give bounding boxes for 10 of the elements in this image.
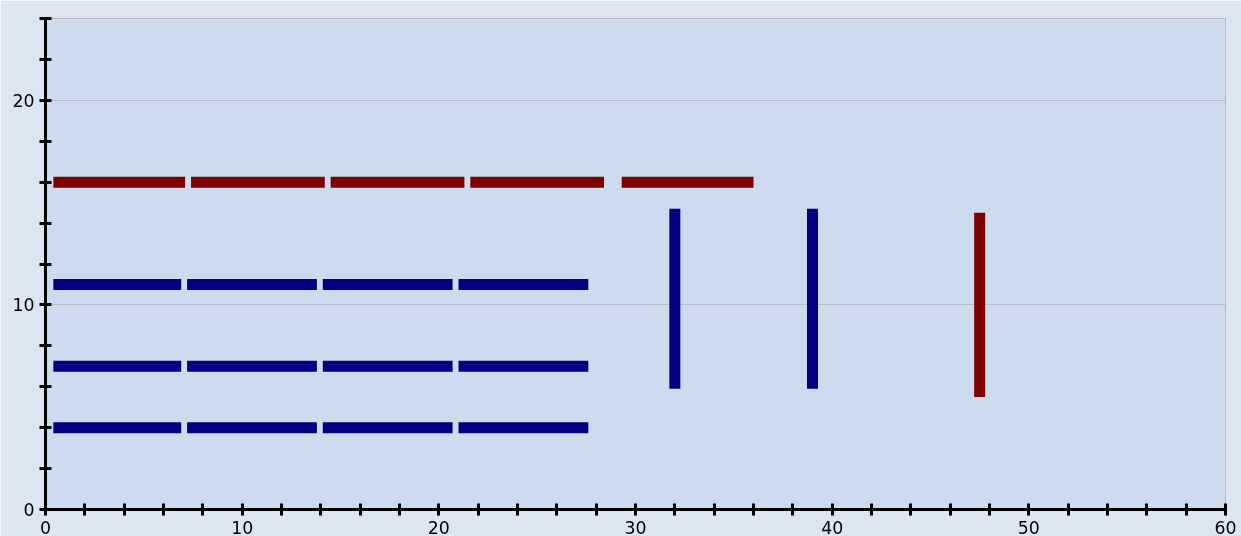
x-tick-label: 30	[624, 517, 647, 536]
x-tick-label: 50	[1017, 517, 1040, 536]
x-tick-label: 60	[1214, 517, 1237, 536]
x-tick-label: 20	[427, 517, 450, 536]
x-tick-label: 10	[231, 517, 254, 536]
y-tick-label: 0	[23, 500, 35, 520]
x-tick-label: 40	[821, 517, 844, 536]
y-tick-label: 20	[12, 90, 35, 111]
x-tick-label: 0	[39, 517, 52, 536]
y-tick-label: 10	[12, 295, 35, 316]
